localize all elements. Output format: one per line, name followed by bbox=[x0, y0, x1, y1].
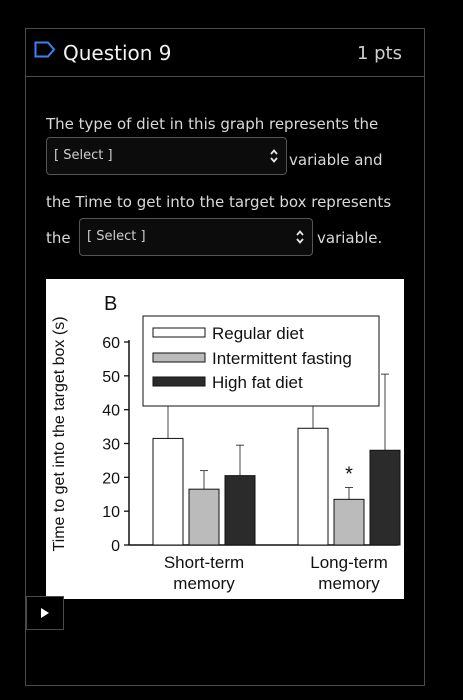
x-tick-label: memory bbox=[318, 574, 380, 593]
y-tick-label: 10 bbox=[102, 504, 120, 521]
panel-label: B bbox=[104, 293, 117, 315]
variable-select-1[interactable]: [ Select ] bbox=[46, 137, 287, 175]
question-text-line3: the Time to get into the target box repr… bbox=[46, 193, 392, 211]
up-down-caret-icon bbox=[270, 149, 278, 163]
y-tick-label: 30 bbox=[102, 437, 120, 454]
question-text-after-select2: variable. bbox=[317, 229, 383, 247]
y-tick-label: 50 bbox=[102, 369, 120, 386]
bar bbox=[224, 475, 256, 546]
legend-label: Regular diet bbox=[212, 324, 304, 343]
bar-chart: Time to get into the target box (s) B 0 10 2… bbox=[51, 293, 401, 593]
y-tick-label: 60 bbox=[102, 335, 120, 352]
question-header: Question 9 1 pts bbox=[26, 29, 424, 77]
y-tick-label: 0 bbox=[111, 538, 120, 555]
bar bbox=[369, 449, 401, 546]
bar bbox=[152, 437, 184, 546]
legend-swatch bbox=[152, 352, 206, 363]
question-text-before-select2: the bbox=[46, 229, 71, 247]
select-1-value: [ Select ] bbox=[54, 148, 113, 163]
question-card: Question 9 1 pts The type of diet in thi… bbox=[25, 28, 425, 686]
bar bbox=[333, 498, 365, 546]
play-button[interactable] bbox=[26, 596, 64, 630]
x-tick-label: Short-term bbox=[164, 553, 244, 572]
legend-label: High fat diet bbox=[212, 373, 303, 392]
x-tick-label: Long-term bbox=[310, 553, 387, 572]
question-text-after-select1: variable and bbox=[289, 151, 383, 169]
y-tick-label: 40 bbox=[102, 403, 120, 420]
question-title: Question 9 bbox=[63, 41, 172, 65]
legend-swatch bbox=[152, 376, 206, 387]
bar bbox=[188, 488, 220, 546]
bookmark-icon[interactable] bbox=[34, 41, 56, 58]
bar-chart-figure: Time to get into the target box (s) B 0 10 2… bbox=[46, 279, 404, 599]
y-tick-label: 20 bbox=[102, 470, 120, 487]
question-points: 1 pts bbox=[356, 43, 402, 64]
bar bbox=[297, 427, 329, 546]
select-2-value: [ Select ] bbox=[87, 229, 146, 244]
y-axis-label: Time to get into the target box (s) bbox=[51, 316, 68, 551]
legend-label: Intermittent fasting bbox=[212, 349, 352, 368]
question-text-line1: The type of diet in this graph represent… bbox=[46, 115, 379, 133]
x-tick-label: memory bbox=[173, 574, 235, 593]
up-down-caret-icon bbox=[296, 230, 304, 244]
significance-marker: * bbox=[345, 463, 353, 485]
variable-select-2[interactable]: [ Select ] bbox=[79, 218, 313, 256]
legend-swatch bbox=[152, 327, 206, 338]
play-icon bbox=[41, 608, 49, 618]
